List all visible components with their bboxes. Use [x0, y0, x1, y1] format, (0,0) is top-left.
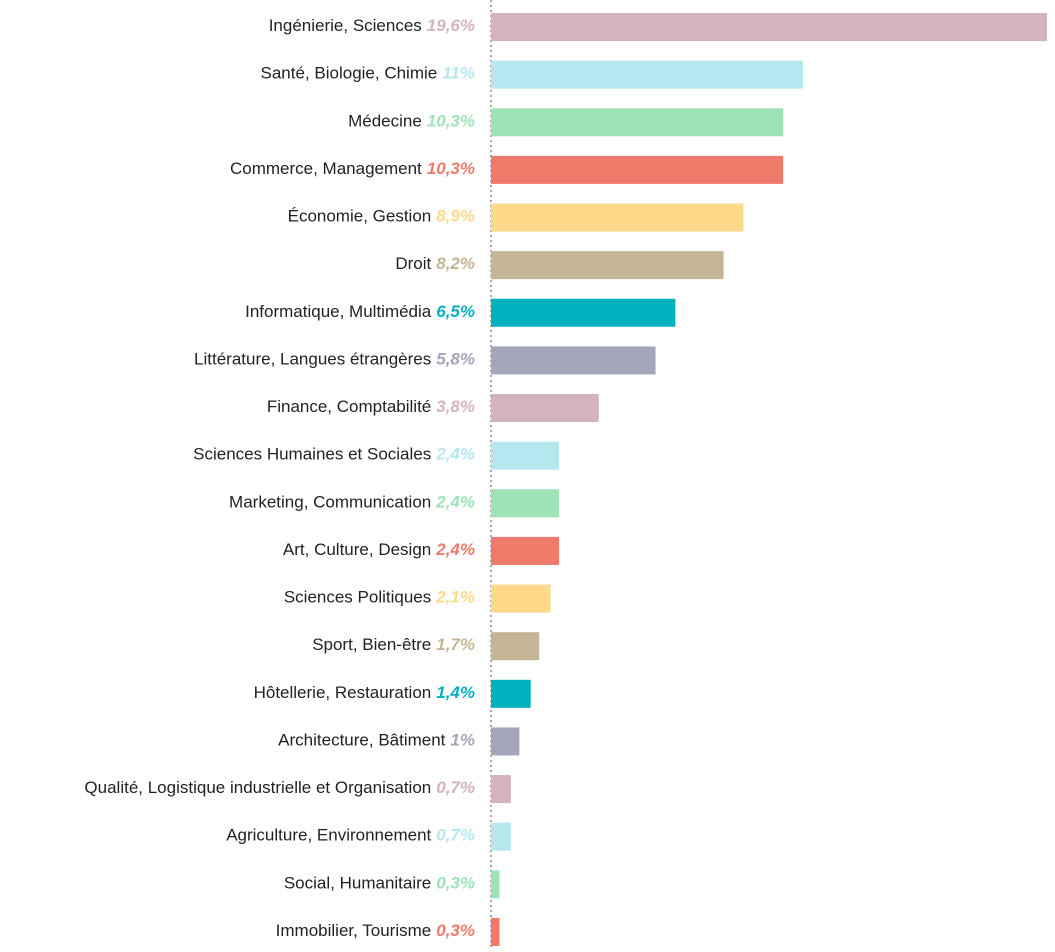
bar: [491, 775, 511, 804]
category-label: Droit: [395, 255, 431, 274]
value-label: 1,4%: [436, 683, 475, 702]
bar-label: Art, Culture, Design 2,4%: [283, 540, 475, 559]
bar: [491, 679, 531, 708]
bar: [491, 298, 676, 327]
bar-label: Informatique, Multimédia 6,5%: [245, 302, 475, 321]
category-label: Ingénierie, Sciences: [269, 16, 422, 35]
bar-label: Sciences Politiques 2,1%: [284, 588, 475, 607]
bar: [491, 584, 551, 613]
bar-label: Hôtellerie, Restauration 1,4%: [254, 683, 475, 702]
category-label: Littérature, Langues étrangères: [194, 350, 431, 369]
category-label: Marketing, Communication: [229, 493, 431, 512]
bar: [491, 60, 804, 89]
bar-label: Droit 8,2%: [395, 255, 475, 274]
value-label: 2,1%: [435, 588, 475, 607]
bar-label: Finance, Comptabilité 3,8%: [267, 398, 475, 417]
bar-label: Agriculture, Environnement 0,7%: [226, 826, 475, 845]
bar: [491, 346, 656, 375]
category-label: Social, Humanitaire: [284, 874, 431, 893]
category-label: Hôtellerie, Restauration: [254, 683, 432, 702]
category-label: Informatique, Multimédia: [245, 302, 432, 321]
bar-label: Sciences Humaines et Sociales 2,4%: [193, 445, 475, 464]
value-label: 8,2%: [436, 255, 475, 274]
category-label: Art, Culture, Design: [283, 540, 431, 559]
value-label: 0,3%: [436, 874, 475, 893]
value-label: 0,3%: [436, 921, 475, 940]
bar: [491, 727, 520, 756]
value-label: 8,9%: [436, 207, 475, 226]
category-label: Immobilier, Tourisme: [276, 921, 432, 940]
value-label: 6,5%: [436, 302, 475, 321]
category-label: Économie, Gestion: [288, 207, 432, 226]
bar: [491, 489, 560, 518]
bar-label: Médecine 10,3%: [348, 112, 475, 131]
bar-label: Sport, Bien-être 1,7%: [312, 636, 475, 655]
bar-label: Littérature, Langues étrangères 5,8%: [194, 350, 475, 369]
bar-label: Économie, Gestion 8,9%: [288, 207, 475, 226]
category-label: Commerce, Management: [230, 159, 422, 178]
bar: [491, 108, 784, 137]
category-label: Architecture, Bâtiment: [278, 731, 446, 750]
bar: [491, 251, 724, 280]
bar-label: Ingénierie, Sciences 19,6%: [269, 16, 475, 35]
value-label: 0,7%: [436, 826, 475, 845]
bar: [491, 155, 784, 184]
bar: [491, 441, 560, 470]
bar: [491, 13, 1047, 41]
value-label: 2,4%: [435, 540, 475, 559]
bar: [491, 394, 599, 423]
bar-label: Qualité, Logistique industrielle et Orga…: [84, 779, 475, 798]
category-label: Agriculture, Environnement: [226, 826, 431, 845]
value-label: 3,8%: [436, 398, 475, 417]
category-label: Médecine: [348, 112, 422, 131]
category-label: Finance, Comptabilité: [267, 398, 431, 417]
value-label: 2,4%: [435, 493, 475, 512]
value-label: 2,4%: [435, 445, 475, 464]
bar-label: Marketing, Communication 2,4%: [229, 493, 475, 512]
bar-label: Social, Humanitaire 0,3%: [284, 874, 475, 893]
bar-label: Immobilier, Tourisme 0,3%: [276, 921, 475, 940]
bar: [491, 536, 560, 565]
category-label: Santé, Biologie, Chimie: [261, 64, 438, 83]
value-label: 10,3%: [427, 112, 475, 131]
value-label: 1,7%: [436, 636, 475, 655]
category-label: Sciences Humaines et Sociales: [193, 445, 431, 464]
bar-label: Commerce, Management 10,3%: [230, 159, 475, 178]
value-label: 11%: [442, 64, 475, 83]
value-label: 1%: [450, 731, 475, 750]
bar: [491, 632, 540, 661]
value-label: 5,8%: [436, 350, 475, 369]
category-label: Qualité, Logistique industrielle et Orga…: [84, 779, 431, 798]
category-label: Sport, Bien-être: [312, 636, 431, 655]
bar: [491, 870, 500, 899]
value-label: 0,7%: [436, 779, 475, 798]
bar-label: Santé, Biologie, Chimie 11%: [261, 64, 475, 83]
bar: [491, 822, 511, 851]
bar-label: Architecture, Bâtiment 1%: [278, 731, 475, 750]
category-label: Sciences Politiques: [284, 588, 431, 607]
value-label: 10,3%: [427, 159, 475, 178]
value-label: 19,6%: [427, 16, 475, 35]
bar: [491, 203, 744, 232]
bar: [491, 917, 500, 946]
